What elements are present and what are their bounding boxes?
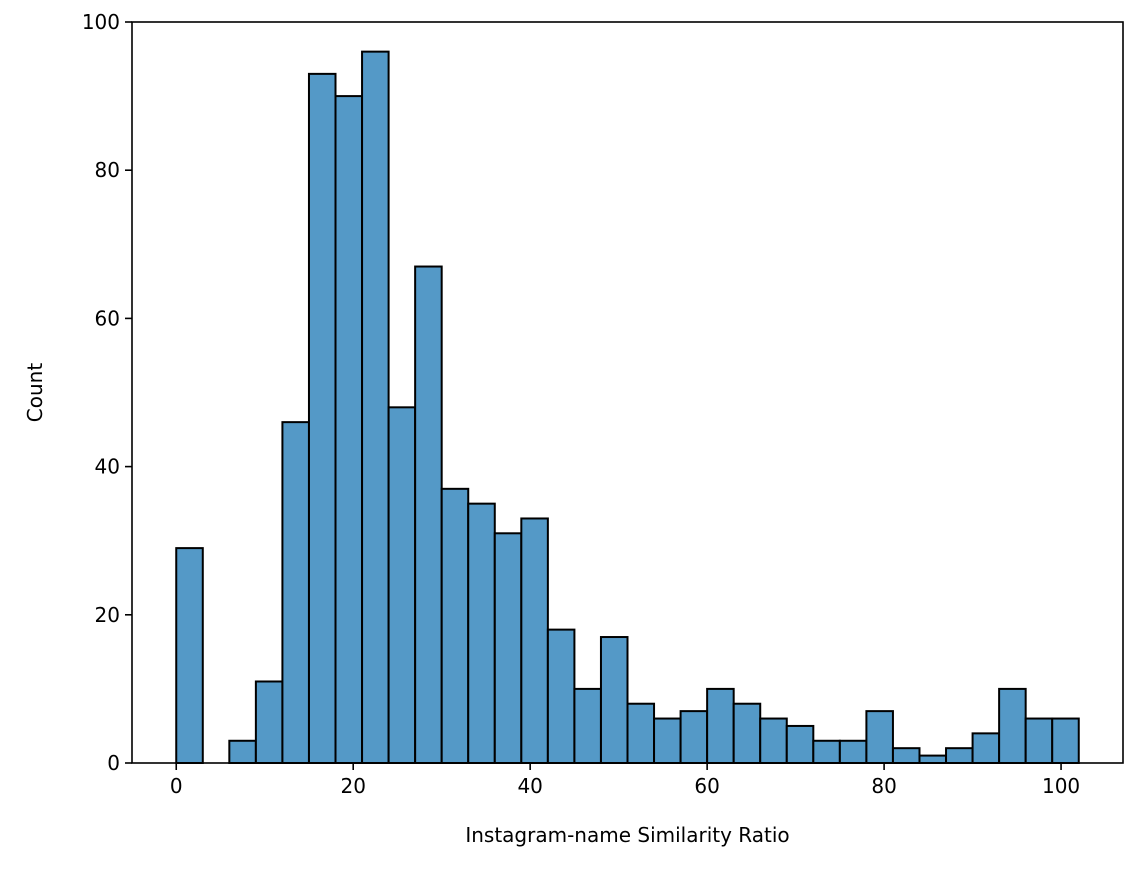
y-tick-label: 60: [95, 306, 120, 330]
x-axis-ticks: 0 20 40 60 80 100: [170, 763, 1080, 798]
histogram-bar: [759, 717, 788, 764]
histogram-bar: [520, 517, 549, 764]
histogram-bar: [1024, 717, 1054, 764]
histogram-bar: [175, 547, 204, 764]
histogram-bar: [679, 710, 709, 765]
y-tick-label: 100: [82, 10, 120, 34]
histogram-bar: [1051, 717, 1080, 764]
histogram-bar: [440, 487, 470, 764]
x-tick-label: 40: [517, 774, 542, 798]
histogram-bar: [653, 717, 682, 764]
histogram-bar: [467, 502, 496, 764]
histogram-bar: [865, 710, 894, 765]
y-axis-ticks: 0 20 40 60 80 100: [82, 10, 132, 775]
y-axis-label: Count: [23, 363, 47, 423]
x-tick-label: 20: [340, 774, 365, 798]
y-tick-label: 40: [95, 455, 120, 479]
x-tick-label: 100: [1042, 774, 1080, 798]
histogram-bar: [706, 687, 735, 765]
x-tick-label: 80: [871, 774, 896, 798]
histogram-bar: [838, 739, 868, 765]
histogram-bar: [546, 628, 576, 764]
x-tick-label: 60: [694, 774, 719, 798]
x-axis-label: Instagram-name Similarity Ratio: [465, 823, 789, 847]
histogram-bar: [626, 702, 656, 764]
histogram-bar: [361, 50, 390, 764]
x-tick-label: 0: [170, 774, 183, 798]
histogram-bar: [599, 636, 629, 765]
y-tick-label: 0: [107, 751, 120, 775]
histogram-bar: [785, 724, 815, 765]
histogram-bar: [891, 747, 921, 764]
histogram-bar: [971, 732, 1001, 764]
histogram-bar: [281, 421, 310, 764]
histogram-bar: [254, 680, 284, 764]
bars-layer: [175, 50, 1080, 765]
histogram-bar: [945, 747, 974, 764]
histogram-bar: [918, 754, 948, 765]
histogram-bar: [732, 702, 762, 764]
histogram-bar: [387, 406, 417, 764]
y-tick-label: 80: [95, 158, 120, 182]
histogram-bar: [334, 95, 364, 765]
histogram-bar: [998, 687, 1027, 765]
histogram-bar: [812, 739, 841, 765]
plot-frame: [131, 21, 1124, 764]
histogram-bar: [573, 687, 602, 765]
histogram-bar: [307, 72, 337, 765]
histogram-bar: [414, 265, 443, 764]
histogram-bar: [493, 532, 523, 764]
histogram-bar: [228, 739, 257, 765]
y-tick-label: 20: [95, 603, 120, 627]
